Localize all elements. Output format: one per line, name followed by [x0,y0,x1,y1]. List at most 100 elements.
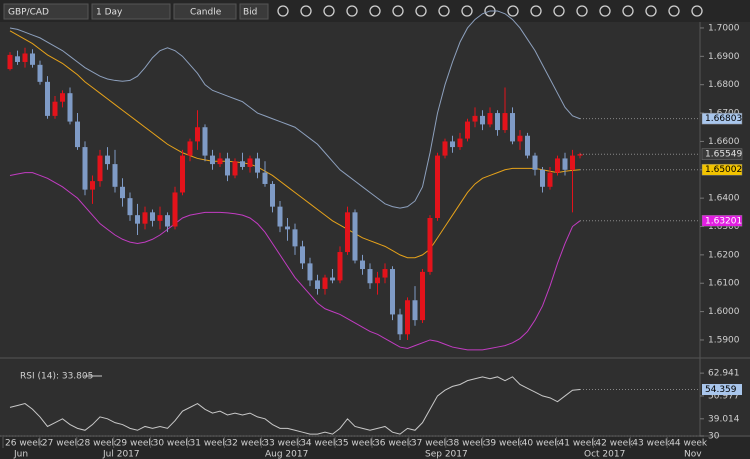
y-tick-label: 1.6200 [708,250,740,260]
rsi-badge-label: 54.359 [705,385,737,395]
toolbar-icon[interactable] [346,5,358,17]
candle-body [247,158,253,167]
toolbar-icon[interactable] [369,5,381,17]
week-label: 44 week [669,439,708,449]
month-label: Oct 2017 [584,450,625,459]
week-label: 26 week [5,439,44,449]
chart-style[interactable]: Candle [190,8,222,18]
y-tick-label: 1.6100 [708,279,740,289]
candle-body [345,212,350,253]
week-label: 33 week [263,439,302,449]
candle-body [412,300,418,321]
lower-band [9,172,581,351]
candle-body [525,135,530,156]
candle-body [435,155,440,218]
candle-body [562,158,568,170]
toolbar-icon[interactable] [645,5,657,17]
candle-body [547,172,553,187]
side-select[interactable] [239,3,269,20]
candle-body [157,215,163,221]
price-side[interactable]: Bid [243,8,257,18]
y-tick-label: 1.6800 [708,80,740,90]
candle-body [277,206,283,227]
style-select[interactable] [173,3,237,20]
candle-body [187,141,193,156]
candle-body [45,81,50,116]
candle-body [60,93,65,102]
y-tick-label: 1.5900 [708,335,740,345]
month-label: Sep 2017 [425,450,468,459]
candle-body [577,154,583,156]
candle-body [375,277,380,284]
y-tick-label: 1.6900 [708,52,740,62]
week-label: 29 week [116,439,155,449]
symbol[interactable]: GBP/CAD [8,8,49,18]
rsi-badge [702,384,742,396]
candle-body [397,314,403,335]
candle-body [480,115,485,125]
toolbar-icon[interactable] [277,5,289,17]
candle-body [120,186,125,199]
candle-body [225,158,230,176]
timeframe[interactable]: 1 Day [96,8,123,18]
candle-body [75,121,80,148]
price-badge [701,112,743,125]
candle-body [555,158,560,173]
candle-body [285,226,290,230]
toolbar-icon[interactable] [392,5,404,17]
toolbar-icon[interactable] [576,5,588,17]
candle-body [180,155,185,193]
toolbar-icon[interactable] [530,5,542,17]
toolbar-icon[interactable] [691,5,703,17]
toolbar-icon[interactable] [507,5,519,17]
toolbar-icon[interactable] [461,5,473,17]
candle-body [540,169,545,187]
toolbar-icon[interactable] [668,5,680,17]
candle-body [495,113,500,131]
candle-body [270,183,275,207]
candle-body [165,215,170,227]
y-tick-label: 1.6600 [708,137,740,147]
price-badge-label: 1.66803 [705,114,742,124]
month-label: Nov [684,450,702,459]
candle-body [67,93,73,122]
price-badge [701,215,743,227]
candle-body [232,161,238,176]
candle-body [7,54,13,70]
candle-body [30,53,35,65]
week-label: 41 week [559,439,598,449]
y-tick-label: 1.6400 [708,194,740,204]
month-label: Jun [13,450,28,459]
candle-body [360,260,365,270]
candle-body [472,115,478,122]
candle-body [300,246,305,264]
candle-body [90,181,95,190]
candle-body [292,229,298,247]
month-label: Aug 2017 [265,450,308,459]
y-tick-label: 1.6300 [708,222,740,232]
week-label: 34 week [300,439,339,449]
toolbar-icon[interactable] [553,5,565,17]
toolbar-icon[interactable] [599,5,611,17]
toolbar-icon[interactable] [622,5,634,17]
price-badge [701,148,743,160]
price-badge [701,163,743,176]
candle-body [315,280,320,289]
symbol-select[interactable] [3,3,89,20]
toolbar-icon[interactable] [300,5,312,17]
price-badge-label: 1.65002 [705,165,742,175]
toolbar-icon[interactable] [438,5,450,17]
week-label: 35 week [337,439,376,449]
timeframe-select[interactable] [91,3,171,20]
toolbar-icon[interactable] [323,5,335,17]
candle-body [195,127,200,142]
candle-body [135,215,140,224]
candle-body [352,212,358,261]
toolbar-icon[interactable] [415,5,427,17]
candle-body [322,277,328,289]
rsi-tick-label: 62.941 [708,369,740,379]
rsi-tick-label: 30 [708,432,720,442]
week-label: 43 week [632,439,671,449]
candle-body [442,141,448,156]
